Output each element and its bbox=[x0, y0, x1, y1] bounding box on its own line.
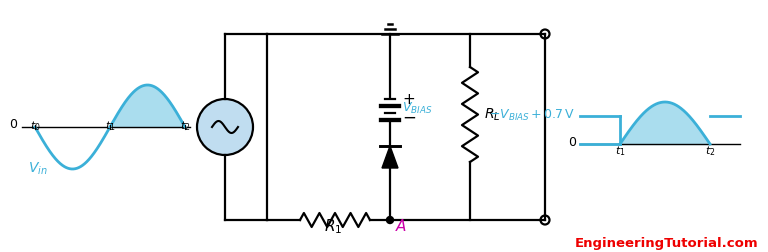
Circle shape bbox=[197, 99, 253, 155]
Circle shape bbox=[386, 216, 393, 224]
Circle shape bbox=[541, 215, 549, 225]
Polygon shape bbox=[382, 146, 398, 168]
Text: $t_2$: $t_2$ bbox=[705, 144, 715, 158]
Circle shape bbox=[541, 29, 549, 39]
Text: $t_0$: $t_0$ bbox=[30, 119, 41, 133]
Text: 0: 0 bbox=[568, 137, 576, 149]
Text: $A$: $A$ bbox=[395, 218, 407, 234]
Text: $R_1$: $R_1$ bbox=[324, 217, 343, 236]
Text: 0: 0 bbox=[9, 118, 17, 132]
Text: $t_1$: $t_1$ bbox=[104, 119, 115, 133]
Text: $V_{BIAS}$: $V_{BIAS}$ bbox=[402, 101, 432, 116]
Text: $R_L$: $R_L$ bbox=[484, 106, 501, 123]
Text: $t_2$: $t_2$ bbox=[180, 119, 190, 133]
Text: $+$: $+$ bbox=[402, 91, 415, 107]
Text: EngineeringTutorial.com: EngineeringTutorial.com bbox=[575, 237, 759, 250]
Text: $t_1$: $t_1$ bbox=[614, 144, 625, 158]
Text: $-$: $-$ bbox=[402, 108, 416, 126]
Text: $V_{in}$: $V_{in}$ bbox=[28, 161, 48, 177]
Text: $-V_{BIAS}+0.7\,\mathrm{V}$: $-V_{BIAS}+0.7\,\mathrm{V}$ bbox=[488, 107, 575, 122]
